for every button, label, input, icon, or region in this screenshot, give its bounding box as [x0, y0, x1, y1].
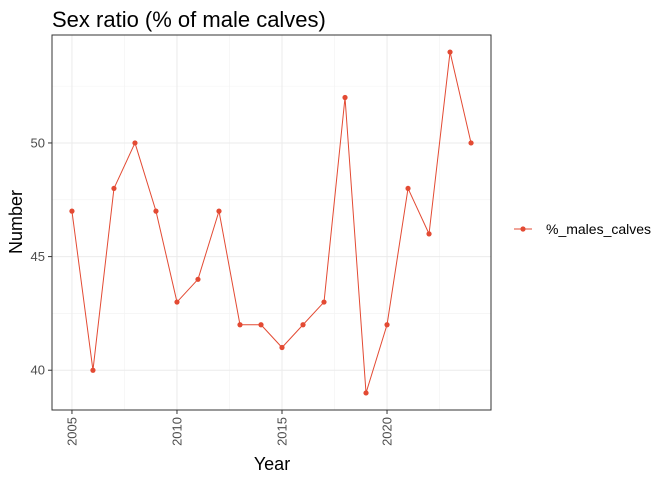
data-point	[342, 94, 348, 101]
data-point	[258, 322, 264, 328]
data-point	[363, 390, 369, 396]
series-line	[71, 51, 472, 394]
plot-border	[51, 34, 492, 411]
x-axis-title: Year	[254, 454, 290, 474]
data-point	[216, 208, 222, 214]
legend-label: %_males_calves	[546, 221, 651, 237]
data-point	[405, 185, 411, 192]
data-point	[69, 208, 75, 214]
series-layer	[69, 49, 474, 396]
data-point	[195, 276, 201, 282]
x-tick-label: 2015	[275, 417, 290, 446]
data-point	[300, 322, 306, 328]
y-tick-label: 40	[31, 363, 45, 378]
minor-gridlines	[52, 35, 491, 410]
data-point	[468, 140, 474, 146]
y-axis-ticks: 40 45 50	[31, 135, 52, 378]
data-point	[384, 322, 390, 328]
chart-title: Sex ratio (% of male calves)	[52, 7, 326, 32]
data-point	[132, 140, 138, 146]
y-axis-title: Number	[6, 190, 26, 254]
legend-point-swatch	[520, 226, 526, 232]
data-point	[90, 367, 96, 373]
x-tick-label: 2005	[64, 417, 79, 446]
data-point	[447, 49, 453, 55]
legend: %_males_calves	[514, 221, 651, 237]
x-tick-label: 2010	[169, 417, 184, 446]
data-point	[153, 208, 159, 214]
data-point	[111, 185, 117, 192]
y-tick-label: 45	[31, 249, 45, 264]
plot-panel	[51, 34, 492, 411]
x-axis-ticks: 2005 2010 2015 2020	[64, 410, 395, 446]
y-tick-label: 50	[31, 135, 45, 150]
data-point	[237, 322, 243, 328]
data-point	[174, 299, 180, 305]
plot-background	[52, 35, 491, 410]
data-point	[321, 299, 327, 305]
data-point	[279, 344, 285, 351]
data-point	[426, 231, 432, 237]
x-tick-label: 2020	[380, 417, 395, 446]
